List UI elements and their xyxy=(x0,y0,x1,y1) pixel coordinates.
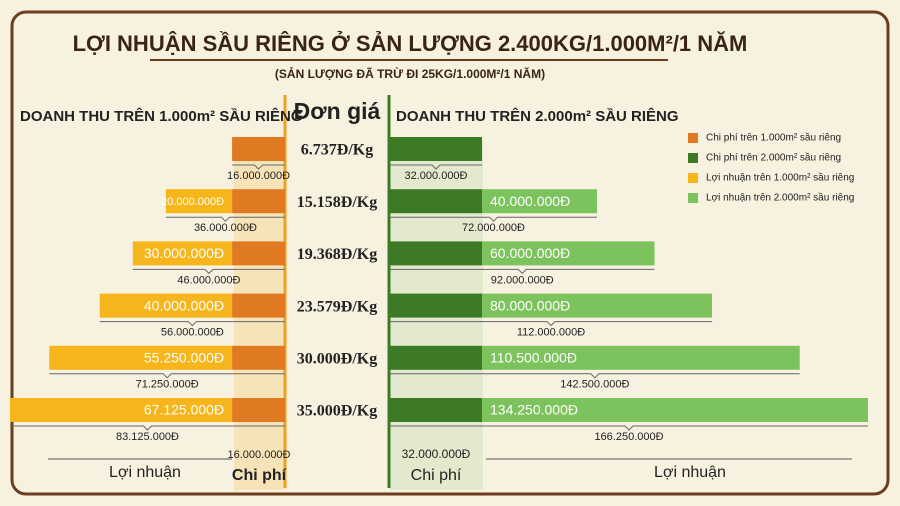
bar xyxy=(390,345,483,370)
bar xyxy=(232,137,285,161)
revenue-label: 92.000.000Đ xyxy=(491,274,554,286)
cost-label: 32.000.000Đ xyxy=(402,447,471,461)
revenue-label: 83.125.000Đ xyxy=(116,431,179,443)
chart-subtitle: (SẢN LƯỢNG ĐÃ TRỪ ĐI 25KG/1.000M²/1 NĂM) xyxy=(275,66,545,81)
bar xyxy=(482,293,713,318)
legend-swatch xyxy=(688,193,698,203)
bar xyxy=(390,293,483,318)
revenue-bracket xyxy=(232,164,285,170)
bar xyxy=(232,345,285,370)
revenue-label: 36.000.000Đ xyxy=(194,222,257,234)
legend-label: Lợi nhuận trên 1.000m² sầu riêng xyxy=(706,172,854,184)
bar xyxy=(232,189,285,214)
center-header: Đơn giá xyxy=(294,98,381,124)
bar xyxy=(232,398,285,422)
bar xyxy=(232,241,285,266)
unit-price: 35.000Đ/Kg xyxy=(297,403,377,420)
unit-price: 19.368Đ/Kg xyxy=(297,246,377,263)
value-label: 60.000.000Đ xyxy=(490,245,570,261)
bar xyxy=(482,345,800,370)
footer-label: Lợi nhuận xyxy=(109,464,181,481)
bar xyxy=(482,189,598,214)
revenue-label: 71.250.000Đ xyxy=(136,379,199,391)
revenue-label: 166.250.000Đ xyxy=(594,431,663,443)
bar xyxy=(482,241,655,266)
bar xyxy=(390,398,483,422)
bar xyxy=(390,189,483,214)
bar xyxy=(132,241,233,266)
bar xyxy=(99,293,233,318)
unit-price: 6.737Đ/Kg xyxy=(301,142,373,159)
revenue-label: 32.000.000Đ xyxy=(405,170,468,182)
bar xyxy=(482,398,868,422)
bar xyxy=(390,137,483,161)
revenue-label: 112.000.000Đ xyxy=(517,327,585,339)
value-label: 30.000.000Đ xyxy=(144,245,224,261)
cost-label: 16.000.000Đ xyxy=(228,449,291,461)
revenue-bracket xyxy=(390,216,598,222)
legend-label: Chi phí trên 2.000m² sầu riêng xyxy=(706,152,841,164)
value-label: 80.000.000Đ xyxy=(490,297,570,313)
unit-price: 23.579Đ/Kg xyxy=(297,298,377,315)
revenue-bracket xyxy=(390,268,655,275)
revenue-bracket xyxy=(390,425,868,431)
bar xyxy=(49,345,233,370)
legend-swatch xyxy=(688,133,698,143)
value-label: 134.250.000Đ xyxy=(490,402,578,418)
unit-price: 30.000Đ/Kg xyxy=(297,350,377,367)
value-label: 20.000.000Đ xyxy=(161,196,224,208)
legend-swatch xyxy=(688,173,698,183)
legend-label: Lợi nhuận trên 2.000m² sầu riêng xyxy=(706,192,854,204)
left-header: DOANH THU TRÊN 1.000m² SẦU RIÊNG xyxy=(20,107,303,125)
footer-label: Lợi nhuận xyxy=(654,464,726,481)
revenue-label: 142.500.000Đ xyxy=(560,379,629,391)
revenue-label: 16.000.000Đ xyxy=(227,170,290,182)
revenue-label: 56.000.000Đ xyxy=(161,327,224,339)
legend-swatch xyxy=(688,153,698,163)
value-label: 67.125.000Đ xyxy=(144,402,224,418)
legend-label: Chi phí trên 1.000m² sầu riêng xyxy=(706,132,841,144)
revenue-bracket xyxy=(165,216,285,222)
bar xyxy=(390,241,483,266)
revenue-bracket xyxy=(10,425,285,431)
footer-label: Chi phí xyxy=(411,467,462,484)
value-label: 110.500.000Đ xyxy=(490,350,577,366)
revenue-bracket xyxy=(132,268,285,275)
value-label: 40.000.000Đ xyxy=(490,193,570,209)
revenue-bracket xyxy=(390,373,800,379)
bar xyxy=(232,293,285,318)
revenue-bracket xyxy=(390,321,713,327)
value-label: 55.250.000Đ xyxy=(144,350,224,366)
revenue-label: 72.000.000Đ xyxy=(462,222,525,234)
chart-title: LỢI NHUẬN SẦU RIÊNG Ở SẢN LƯỢNG 2.400KG/… xyxy=(73,31,748,56)
revenue-bracket xyxy=(49,373,285,379)
revenue-bracket xyxy=(99,321,285,327)
frame xyxy=(10,10,890,496)
bar xyxy=(165,189,233,214)
value-label: 40.000.000Đ xyxy=(144,297,224,313)
revenue-label: 46.000.000Đ xyxy=(177,274,240,286)
unit-price: 15.158Đ/Kg xyxy=(297,194,377,211)
right-header: DOANH THU TRÊN 2.000m² SẦU RIÊNG xyxy=(396,107,679,125)
revenue-bracket xyxy=(390,164,483,170)
bar xyxy=(10,398,233,422)
footer-label: Chi phí xyxy=(232,467,287,484)
